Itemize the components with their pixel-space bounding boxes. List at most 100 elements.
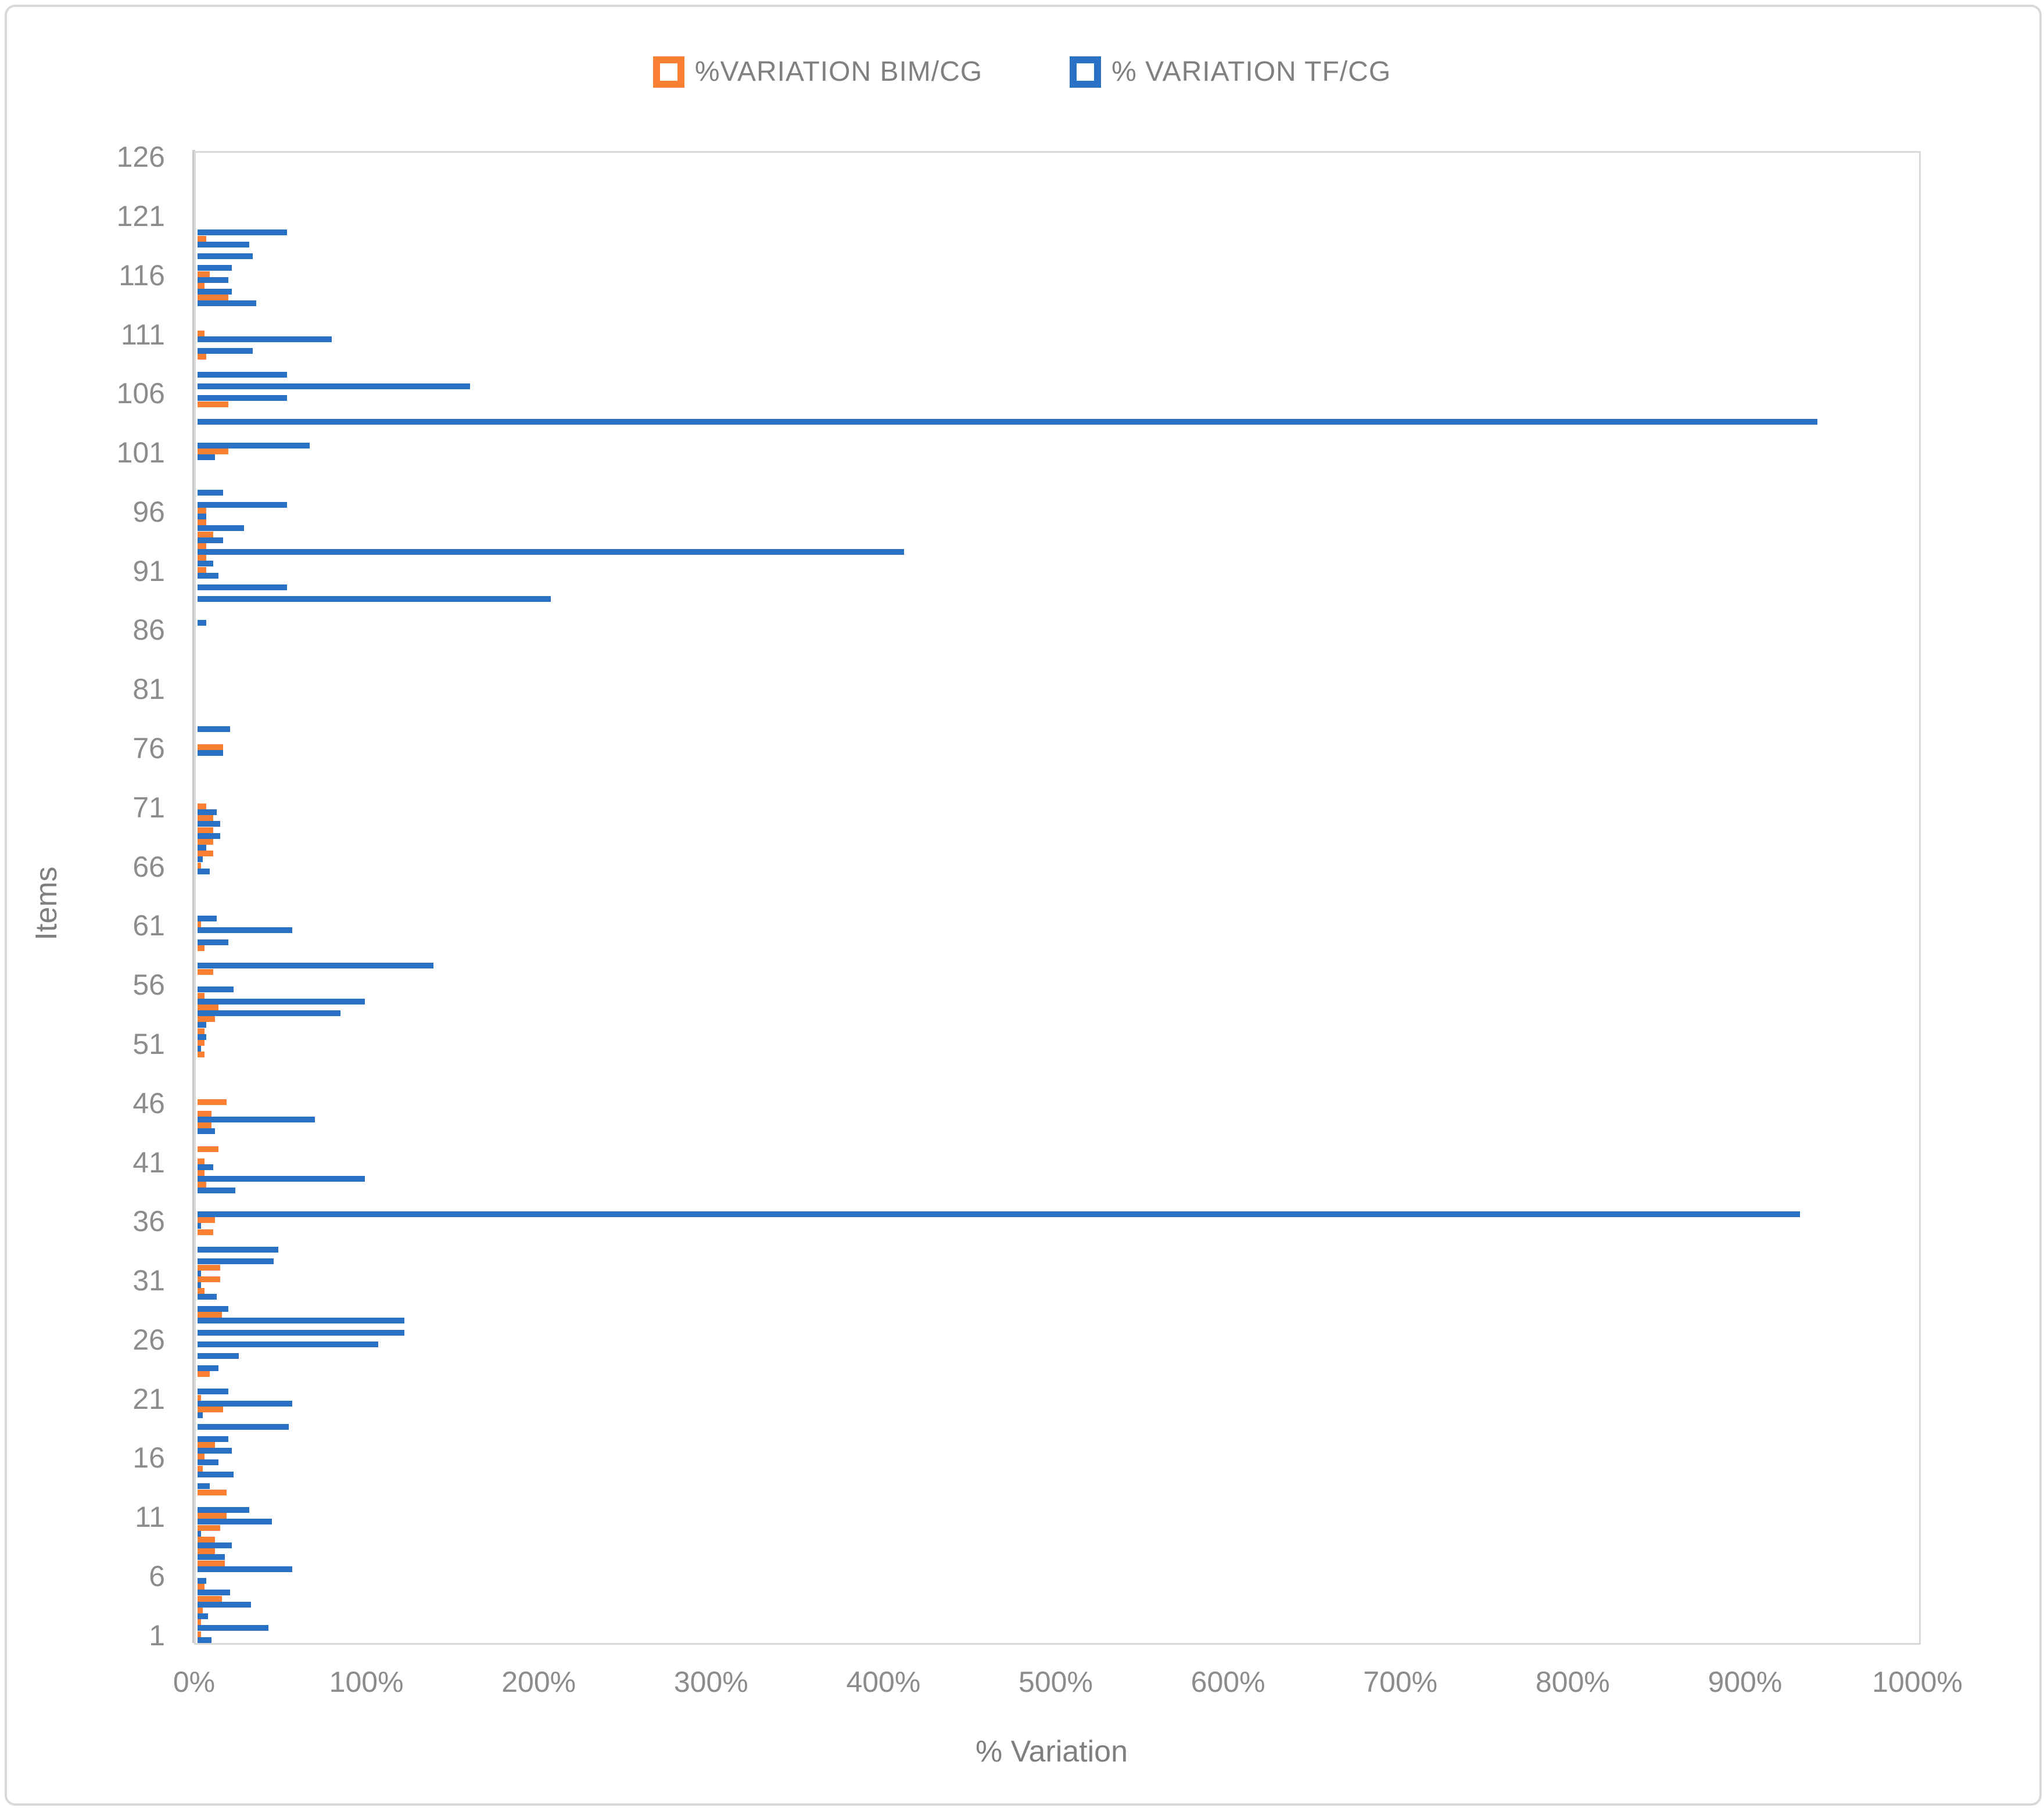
y-tick-label-36: 36 [132, 1205, 165, 1238]
legend-item-bim-cg[interactable]: %VARIATION BIM/CG [652, 56, 982, 88]
bar-item76-tf [198, 750, 224, 756]
bar-item67-tf [198, 856, 203, 863]
bar-item16-tf [198, 1459, 218, 1466]
bar-item26-tf [198, 1341, 379, 1347]
bar-item62-tf [198, 916, 217, 922]
bar-item115-bim [198, 283, 205, 289]
bar-item32-tf [198, 1270, 201, 1276]
y-tick-label-16: 16 [132, 1441, 165, 1475]
bar-item57-bim [198, 968, 213, 975]
bar-item116-tf [198, 277, 229, 283]
bar-item6-tf [198, 1578, 206, 1584]
bar-item37-tf [198, 1211, 1801, 1217]
bar-item3-tf [198, 1613, 208, 1620]
y-tick-label-121: 121 [116, 199, 165, 232]
bar-item27-tf [198, 1329, 404, 1336]
bar-item2-tf [198, 1625, 268, 1631]
y-tick-label-61: 61 [132, 909, 165, 942]
bar-item45-bim [198, 1111, 211, 1117]
bar-item23-bim [198, 1371, 210, 1377]
bar-item7-bim [198, 1560, 225, 1566]
bar-item53-tf [198, 1022, 206, 1028]
bar-item20-tf [198, 1412, 203, 1419]
x-tick-label-100: 100% [329, 1666, 404, 1698]
bar-item22-tf [198, 1389, 229, 1395]
y-tick-label-6: 6 [149, 1560, 165, 1593]
bar-item25-tf [198, 1353, 239, 1359]
bar-item42-bim [198, 1146, 218, 1153]
bar-item117-tf [198, 265, 232, 271]
x-tick-label-0: 0% [173, 1666, 216, 1698]
bar-item91-bim [198, 566, 206, 573]
y-tick-label-111: 111 [120, 318, 165, 351]
legend-swatch-icon [1070, 56, 1102, 88]
bar-item111-tf [198, 336, 332, 342]
bar-item96-bim [198, 507, 206, 514]
bar-item35-bim [198, 1229, 213, 1235]
bar-item10-bim [198, 1524, 220, 1531]
bar-item59-bim [198, 945, 205, 952]
y-tick-label-76: 76 [132, 732, 165, 765]
bar-item32-bim [198, 1264, 220, 1271]
bar-item44-bim [198, 1122, 211, 1129]
bar-item17-bim [198, 1442, 215, 1448]
bar-item21-bim [198, 1394, 201, 1401]
bar-item94-bim [198, 531, 213, 537]
bar-item95-bim [198, 519, 206, 526]
bar-item31-bim [198, 1276, 220, 1283]
bar-item60-tf [198, 939, 229, 945]
x-axis-title: % Variation [975, 1735, 1128, 1768]
bar-item76-bim [198, 744, 224, 751]
legend-swatch-icon [652, 56, 684, 88]
bar-item8-tf [198, 1554, 225, 1561]
bar-item61-bim [198, 921, 201, 928]
bar-item110-tf [198, 347, 253, 354]
bar-item114-tf [198, 300, 256, 307]
bar-item12-tf [198, 1506, 249, 1513]
x-tick-label-300: 300% [673, 1666, 748, 1698]
bar-item20-bim [198, 1407, 224, 1413]
bar-item78-tf [198, 726, 231, 733]
bar-item29-tf [198, 1305, 229, 1312]
bar-item102-tf [198, 442, 310, 449]
bar-item118-tf [198, 253, 253, 260]
bar-item115-tf [198, 289, 232, 295]
bar-item71-bim [198, 803, 206, 809]
legend-item-tf-cg[interactable]: % VARIATION TF/CG [1070, 56, 1391, 88]
bar-item9-bim [198, 1536, 215, 1542]
bar-item107-tf [198, 383, 470, 389]
bar-item28-tf [198, 1318, 404, 1324]
bar-item41-bim [198, 1158, 205, 1164]
bar-item4-bim [198, 1595, 222, 1602]
bar-item106-tf [198, 395, 288, 401]
y-tick-label-11: 11 [135, 1501, 165, 1534]
bar-item119-bim [198, 235, 206, 242]
bar-item44-tf [198, 1128, 215, 1135]
bar-item89-tf [198, 596, 551, 602]
bar-item24-tf [198, 1365, 218, 1371]
y-tick-label-126: 126 [116, 141, 165, 174]
chart-legend: %VARIATION BIM/CG % VARIATION TF/CG [0, 56, 2044, 88]
bar-item2-bim [198, 1619, 201, 1626]
x-tick-label-200: 200% [501, 1666, 576, 1698]
bar-item52-tf [198, 1034, 206, 1040]
bar-item120-tf [198, 229, 288, 236]
bar-item5-bim [198, 1584, 205, 1590]
legend-label: % VARIATION TF/CG [1111, 56, 1392, 87]
y-tick-label-56: 56 [132, 968, 165, 1002]
bar-item66-bim [198, 862, 201, 869]
bar-item34-tf [198, 1247, 279, 1253]
bar-item87-tf [198, 620, 206, 626]
bar-item109-bim [198, 354, 206, 360]
x-tick-label-700: 700% [1363, 1666, 1438, 1698]
bar-item18-tf [198, 1436, 229, 1442]
bar-item119-tf [198, 241, 249, 247]
bar-item54-tf [198, 1010, 341, 1016]
bar-item111-bim [198, 330, 205, 336]
y-tick-label-1: 1 [149, 1619, 165, 1652]
bar-item11-tf [198, 1519, 272, 1525]
bar-item55-bim [198, 992, 205, 999]
y-tick-label-71: 71 [132, 791, 165, 824]
bar-item94-tf [198, 537, 224, 543]
